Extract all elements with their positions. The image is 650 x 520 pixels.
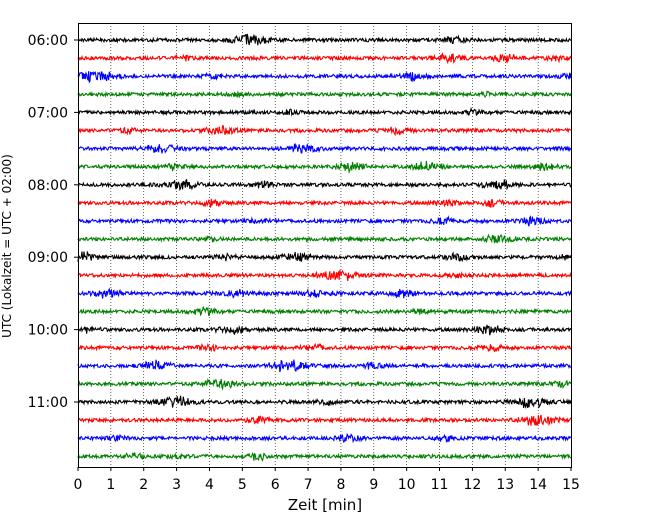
trace-row-0830 (77, 215, 572, 227)
y-tick-label: 08:00 (28, 178, 68, 194)
trace-row-1015 (77, 342, 572, 353)
x-tick-label: 10 (398, 477, 416, 493)
trace-row-0945 (77, 305, 572, 317)
trace-row-0615 (77, 52, 572, 65)
x-tick-label: 3 (172, 477, 181, 493)
x-tick-label: 2 (139, 477, 148, 493)
y-axis-ticks: 06:00 07:00 08:00 09:00 10:00 11:00 (28, 33, 78, 411)
trace-row-1100 (77, 395, 572, 409)
x-tick-label: 1 (106, 477, 115, 493)
trace-row-0700 (77, 106, 572, 117)
trace-row-1000 (77, 324, 572, 336)
plot-frame (78, 23, 572, 468)
x-axis-ticks: 0 1 2 3 4 5 6 7 8 9 10 11 12 13 14 15 (74, 467, 580, 493)
trace-row-0730 (77, 142, 572, 154)
y-tick-label: 06:00 (28, 33, 68, 49)
x-tick-label: 6 (271, 477, 280, 493)
trace-row-0800 (77, 178, 572, 192)
trace-row-0815 (77, 198, 572, 208)
x-tick-label: 8 (336, 477, 345, 493)
trace-row-0745 (77, 160, 572, 174)
x-tick-label: 4 (205, 477, 214, 493)
x-tick-label: 12 (463, 477, 481, 493)
trace-row-0630 (77, 70, 572, 84)
trace-row-0915 (77, 269, 572, 281)
trace-row-1045 (77, 377, 572, 391)
x-gridlines (110, 23, 539, 467)
trace-row-0645 (77, 90, 572, 99)
trace-row-0900 (77, 250, 572, 263)
seismogram-traces (77, 33, 572, 462)
trace-row-0715 (77, 125, 572, 137)
x-tick-label: 0 (74, 477, 83, 493)
y-tick-label: 09:00 (28, 250, 68, 266)
trace-row-0600 (77, 33, 572, 46)
y-tick-label: 10:00 (28, 323, 68, 339)
trace-row-0930 (77, 287, 572, 299)
trace-row-1130 (77, 432, 572, 444)
x-tick-label: 13 (496, 477, 514, 493)
x-axis-label: Zeit [min] (288, 496, 362, 514)
x-tick-label: 5 (238, 477, 247, 493)
y-tick-label: 11:00 (28, 395, 68, 411)
x-tick-label: 11 (431, 477, 449, 493)
trace-row-1115 (77, 414, 572, 427)
x-tick-label: 15 (562, 477, 580, 493)
x-tick-label: 9 (369, 477, 378, 493)
trace-row-1030 (77, 359, 572, 373)
y-axis-label: UTC (Lokalzeit = UTC + 02:00) (0, 154, 14, 338)
x-tick-label: 7 (304, 477, 313, 493)
trace-row-0845 (77, 233, 572, 245)
trace-row-1145 (77, 451, 572, 462)
y-tick-label: 07:00 (28, 105, 68, 121)
x-tick-label: 14 (529, 477, 547, 493)
